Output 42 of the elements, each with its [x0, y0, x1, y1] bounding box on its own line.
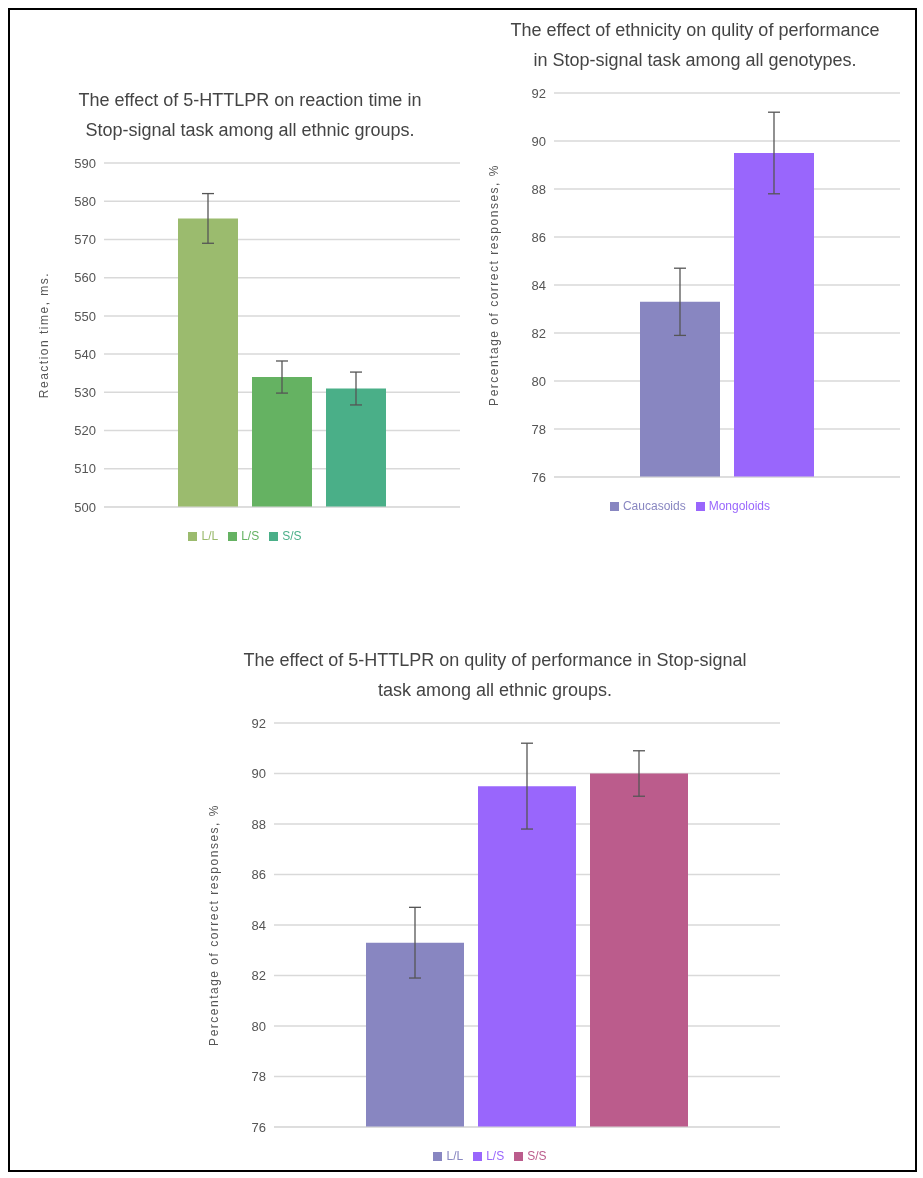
chart-title: The effect of 5-HTTLPR on reaction time in Stop-signal task among all ethnic groups. [77, 89, 423, 142]
y-tick-label: 90 [251, 766, 266, 782]
y-tick-label: 550 [74, 308, 96, 324]
y-tick-label: 84 [531, 277, 546, 293]
y-tick-label: 88 [531, 181, 546, 197]
y-tick-label: 84 [251, 917, 266, 933]
y-tick-label: 560 [74, 270, 96, 286]
y-tick-label: 580 [74, 193, 96, 209]
y-tick-label: 82 [251, 968, 266, 984]
legend-label: S/S [527, 1149, 547, 1163]
legend-label: L/L [446, 1149, 464, 1163]
y-tick-label: 590 [74, 155, 96, 171]
y-tick-label: 530 [74, 384, 96, 400]
y-tick-label: 76 [531, 469, 546, 485]
y-tick-label: 500 [74, 499, 96, 515]
y-tick-label: 86 [251, 867, 266, 883]
y-tick-label: 80 [251, 1018, 266, 1034]
y-tick-label: 540 [74, 346, 96, 362]
y-tick-label: 76 [251, 1119, 266, 1135]
legend-label: Caucasoids [622, 499, 686, 513]
chart-title: The effect of 5-HTTLPR on qulity of performance in Stop-signal task among all ethnic groups. [242, 649, 748, 702]
y-tick-label: 82 [531, 325, 546, 341]
y-axis-title: Percentage of correct responses, % [207, 804, 222, 1046]
chart-title: The effect of ethnicity on qulity of performance in Stop-signal task among all genotypes. [509, 19, 881, 72]
y-axis-title: Reaction time, ms. [37, 271, 52, 399]
y-tick-label: 92 [531, 85, 546, 101]
y-tick-label: 92 [251, 715, 266, 731]
legend-label: L/S [486, 1149, 505, 1163]
legend-label: S/S [282, 529, 302, 543]
y-tick-label: 78 [251, 1069, 266, 1085]
legend-label: Mongoloids [708, 499, 771, 513]
legend-label: L/L [201, 529, 219, 543]
y-axis-title: Percentage of correct responses, % [487, 164, 502, 406]
y-tick-label: 510 [74, 461, 96, 477]
legend-label: L/S [241, 529, 260, 543]
y-tick-label: 88 [251, 816, 266, 832]
y-tick-label: 570 [74, 232, 96, 248]
y-tick-label: 86 [531, 229, 546, 245]
y-tick-label: 78 [531, 421, 546, 437]
y-tick-label: 90 [531, 133, 546, 149]
y-tick-label: 520 [74, 423, 96, 439]
y-tick-label: 80 [531, 373, 546, 389]
